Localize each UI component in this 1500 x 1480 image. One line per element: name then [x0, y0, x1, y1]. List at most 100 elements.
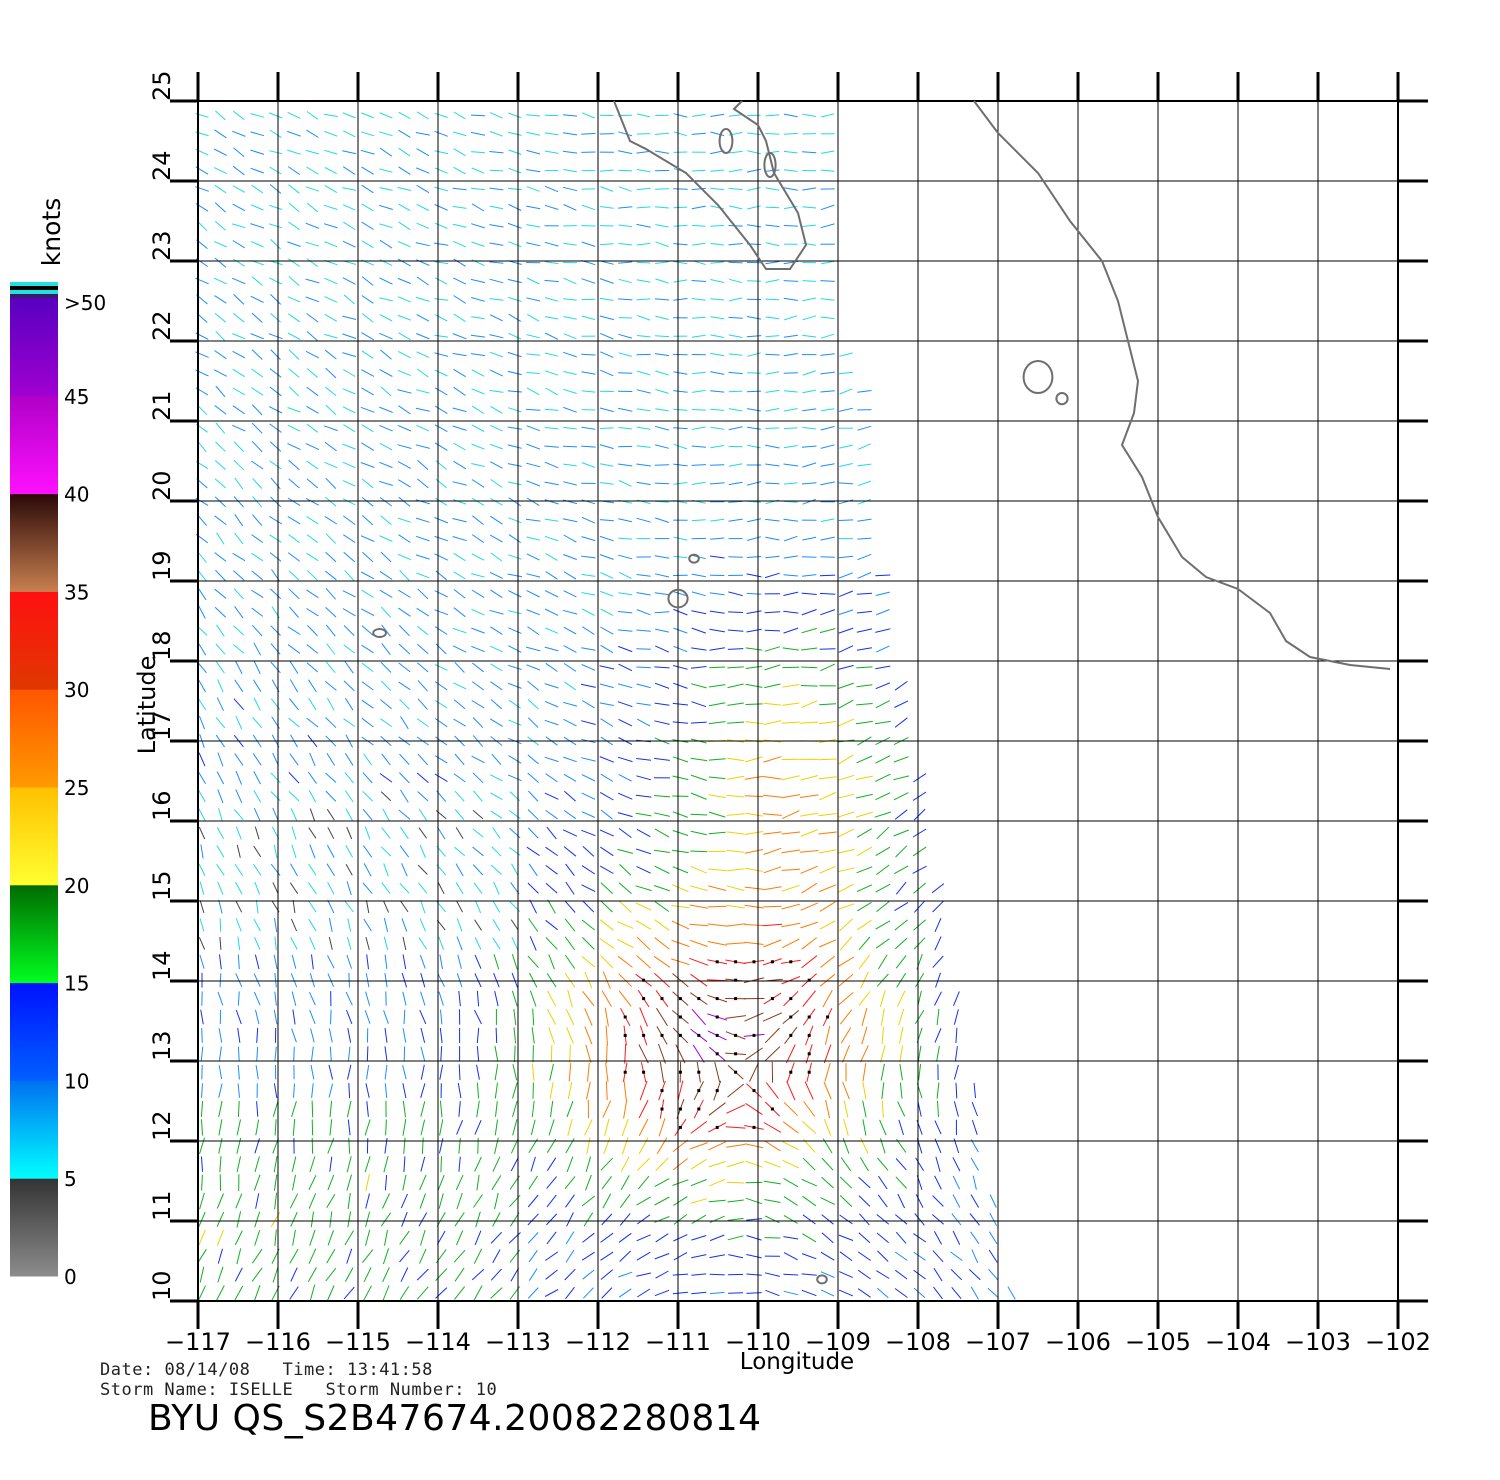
wind-vector: [745, 1102, 763, 1116]
wind-vector: [253, 1174, 261, 1191]
wind-vector: [513, 1027, 517, 1044]
wind-vector: [361, 295, 374, 304]
wind-vector: [325, 533, 336, 544]
wind-vector: [415, 517, 430, 523]
wind-vector: [635, 920, 652, 930]
wind-vector: [342, 608, 356, 617]
longitude-tick-label: −115: [325, 1328, 391, 1356]
wind-vector: [635, 885, 652, 892]
colorbar-band: [10, 395, 58, 495]
wind-vector: [268, 150, 283, 155]
wind-vector: [801, 556, 817, 558]
wind-vector: [726, 1104, 746, 1114]
wind-vector: [842, 1045, 850, 1063]
wind-vector: [287, 626, 301, 635]
wind-vector: [800, 685, 818, 687]
wind-vector: [399, 772, 410, 784]
wind-vector: [783, 574, 799, 577]
wind-vector: [382, 1193, 390, 1209]
wind-vector: [566, 1027, 574, 1044]
wind-vector: [200, 1101, 204, 1117]
wind-vector: [936, 1082, 940, 1099]
wind-vector: [270, 791, 281, 802]
wind-vector: [858, 936, 871, 951]
wind-vector: [618, 278, 632, 284]
wind-vector: [474, 973, 482, 988]
wind-vector: [434, 405, 448, 415]
wind-vector: [937, 1100, 939, 1118]
wind-vector: [216, 771, 225, 785]
wind-vector: [894, 902, 909, 912]
wind-vector: [492, 919, 501, 931]
rain-flag-marker: [807, 1070, 811, 1074]
wind-vector: [562, 609, 578, 615]
wind-vector: [746, 481, 762, 486]
wind-vector: [691, 426, 706, 430]
wind-vector: [672, 811, 688, 818]
wind-vector: [564, 681, 576, 691]
wind-vector: [821, 1176, 834, 1189]
wind-vector: [783, 445, 798, 449]
wind-vector: [489, 718, 503, 727]
wind-vector: [654, 720, 670, 725]
wind-vector: [709, 1234, 725, 1242]
wind-vector: [489, 424, 503, 432]
wind-vector: [913, 937, 926, 950]
wind-vector: [801, 937, 818, 950]
wind-vector: [800, 921, 819, 929]
wind-vector: [654, 937, 670, 950]
wind-vector: [528, 1250, 538, 1263]
wind-vector: [820, 1289, 835, 1297]
wind-vector: [745, 831, 763, 835]
wind-vector: [856, 866, 873, 874]
wind-vector: [347, 1028, 352, 1043]
wind-vector: [344, 790, 354, 803]
wind-vector: [857, 919, 872, 931]
wind-vector: [198, 679, 206, 693]
wind-vector: [398, 496, 411, 507]
wind-vector: [915, 1194, 924, 1208]
wind-vector: [494, 1119, 498, 1136]
wind-vector: [618, 150, 633, 155]
wind-vector: [673, 206, 688, 209]
island-outline: [718, 128, 734, 154]
wind-vector: [512, 1119, 518, 1136]
wind-vector: [219, 936, 222, 950]
wind-vector: [435, 460, 447, 470]
wind-vector: [323, 113, 338, 117]
wind-vector: [563, 773, 577, 782]
wind-vector: [526, 846, 540, 857]
wind-vector: [287, 516, 301, 525]
wind-vector: [215, 330, 226, 342]
wind-vector: [894, 937, 908, 950]
wind-vector: [471, 645, 485, 653]
wind-vector: [874, 720, 891, 725]
wind-vector: [526, 497, 540, 507]
wind-vector: [514, 1045, 516, 1063]
colorbar-tick-label: 5: [64, 1167, 77, 1191]
wind-vector: [689, 923, 709, 927]
wind-vector: [671, 905, 690, 909]
wind-vector: [550, 1100, 554, 1118]
wind-vector: [690, 757, 708, 762]
wind-vector: [677, 1080, 684, 1101]
wind-vector: [434, 204, 448, 211]
wind-vector: [544, 132, 559, 136]
wind-vector: [270, 643, 281, 655]
rain-flag-marker: [697, 1070, 701, 1074]
colorbar-overflow-stripe: [10, 286, 58, 290]
wind-vector: [531, 1027, 535, 1044]
wind-vector: [398, 643, 411, 655]
wind-vector: [587, 1062, 590, 1082]
wind-vector: [361, 240, 374, 249]
longitude-tick-label: −111: [645, 1328, 711, 1356]
wind-vector: [671, 939, 690, 947]
wind-vector: [709, 684, 726, 688]
wind-vector: [952, 1230, 961, 1245]
wind-vector: [361, 424, 374, 433]
wind-vector: [838, 699, 854, 709]
wind-vector: [912, 865, 927, 874]
wind-vector: [416, 351, 430, 358]
wind-vector: [765, 316, 780, 320]
wind-vector: [936, 1045, 940, 1062]
